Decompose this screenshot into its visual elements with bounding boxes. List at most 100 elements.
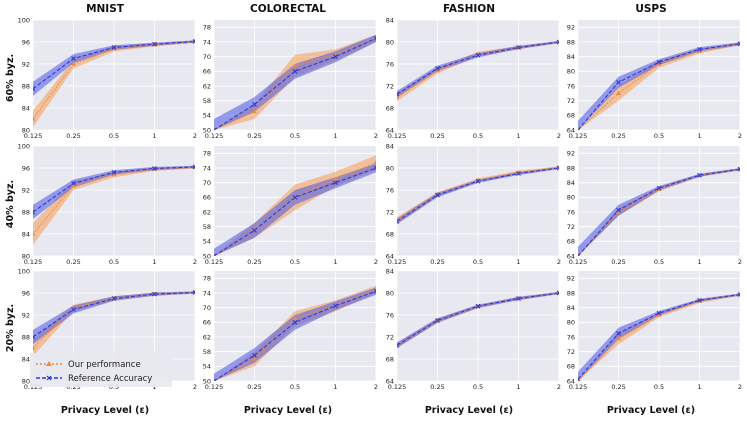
reference-point — [214, 378, 217, 381]
column-titles: MNIST COLORECTAL FASHION USPS — [86, 3, 667, 15]
reference-point — [435, 318, 440, 323]
ours-point — [252, 356, 257, 361]
reference-point — [697, 46, 702, 52]
reference-error-band — [578, 42, 740, 130]
panel-plot-area — [578, 41, 740, 130]
y-tick-label: 88 — [567, 38, 575, 46]
reference-point — [475, 303, 481, 309]
reference-point — [292, 319, 298, 325]
y-tick-label: 76 — [567, 208, 575, 216]
panel-plot-area — [33, 38, 195, 128]
y-tick-label: 74 — [203, 38, 211, 46]
reference-point — [252, 352, 257, 358]
y-tick-label: 74 — [203, 164, 211, 172]
x-tick-label: 0.5 — [473, 383, 483, 391]
reference-point — [656, 185, 662, 191]
reference-point — [33, 334, 36, 340]
y-tick-label: 96 — [22, 289, 30, 297]
panel-plot-area — [397, 164, 559, 225]
reference-series-line — [214, 167, 376, 256]
y-tick-label: 76 — [386, 311, 394, 319]
x-tick-label: 2 — [374, 383, 378, 391]
ours-series-line — [578, 43, 740, 130]
y-tick-label: 80 — [567, 319, 575, 327]
xlabel-col-2: Privacy Level (ε) — [425, 405, 513, 416]
ours-point — [71, 61, 76, 66]
row-titles: 60% byz. 40% byz. 20% byz. — [5, 54, 16, 352]
x-tick-label: 2 — [738, 383, 742, 391]
reference-point — [697, 172, 702, 178]
panel-usps-row-1: 64 68 72 76 80 84 88 92 0.125 0.25 0.5 1 2 — [567, 146, 742, 266]
row-title-20: 20% byz. — [5, 304, 16, 352]
x-tick-label: 0.5 — [290, 383, 300, 391]
y-tick-label: 84 — [567, 304, 575, 312]
x-tick-label: 1 — [697, 383, 701, 391]
reference-point — [737, 41, 740, 47]
y-tick-label: 100 — [18, 267, 30, 275]
reference-point — [656, 59, 662, 65]
x-tick-label: 2 — [738, 132, 742, 140]
reference-error-band — [214, 163, 376, 256]
y-tick-label: 84 — [22, 355, 30, 363]
reference-point — [475, 52, 481, 58]
x-tick-label: 1 — [333, 132, 337, 140]
reference-point — [71, 56, 76, 61]
ours-point — [33, 116, 36, 121]
xlabel-col-1: Privacy Level (ε) — [244, 405, 332, 416]
ours-point — [252, 109, 257, 114]
y-tick-label: 54 — [203, 112, 211, 120]
reference-point — [737, 292, 740, 297]
y-tick-label: 84 — [567, 179, 575, 187]
reference-point — [616, 79, 621, 85]
y-tick-label: 64 — [567, 126, 575, 134]
reference-point — [333, 180, 338, 186]
reference-error-band — [33, 40, 195, 96]
y-tick-label: 68 — [567, 112, 575, 120]
reference-point — [556, 290, 559, 296]
y-tick-label: 72 — [567, 348, 575, 356]
y-tick-label: 80 — [567, 68, 575, 76]
y-tick-label: 88 — [22, 208, 30, 216]
y-tick-label: 66 — [203, 319, 211, 327]
panel-colorectal-row-0: 50 54 58 62 66 70 74 78 0.125 0.25 0.5 1 2 — [203, 20, 378, 140]
y-tick-label: 88 — [22, 333, 30, 341]
x-tick-label: 0.125 — [24, 258, 43, 266]
reference-series-line — [214, 37, 376, 130]
x-tick-label: 0.25 — [430, 132, 444, 140]
reference-point — [292, 68, 298, 74]
reference-point — [192, 39, 195, 44]
y-tick-label: 76 — [567, 82, 575, 90]
x-tick-label: 0.25 — [66, 258, 80, 266]
ours-point — [616, 209, 621, 214]
x-tick-label: 0.125 — [569, 258, 588, 266]
panel-plot-area — [214, 34, 376, 130]
y-tick-label: 62 — [203, 82, 211, 90]
y-tick-label: 68 — [386, 230, 394, 238]
y-tick-label: 92 — [567, 275, 575, 283]
row-title-40: 40% byz. — [5, 180, 16, 228]
y-tick-label: 80 — [386, 38, 394, 46]
y-tick-label: 58 — [203, 348, 211, 356]
ours-point — [616, 336, 621, 341]
reference-point — [475, 178, 481, 184]
y-tick-label: 64 — [386, 252, 394, 260]
y-tick-label: 70 — [203, 304, 211, 312]
panel-usps-row-2: 64 68 72 76 80 84 88 92 0.125 0.25 0.5 1 2 — [567, 271, 742, 391]
reference-error-band — [578, 293, 740, 381]
ours-point — [292, 316, 298, 321]
reference-point — [152, 41, 157, 47]
reference-point — [71, 181, 76, 186]
row-title-60: 60% byz. — [5, 54, 16, 102]
panel-mnist-row-0: 80 84 88 92 96 100 0.125 0.25 0.5 1 2 — [18, 16, 197, 140]
reference-point — [33, 209, 36, 215]
x-tick-label: 0.5 — [473, 132, 483, 140]
x-tick-label: 2 — [557, 132, 561, 140]
reference-point — [578, 253, 581, 256]
y-tick-label: 100 — [18, 142, 30, 150]
x-tick-label: 2 — [557, 383, 561, 391]
y-tick-label: 96 — [22, 164, 30, 172]
x-tick-label: 0.25 — [430, 258, 444, 266]
panel-plot-area — [33, 164, 195, 245]
reference-point — [152, 291, 157, 297]
